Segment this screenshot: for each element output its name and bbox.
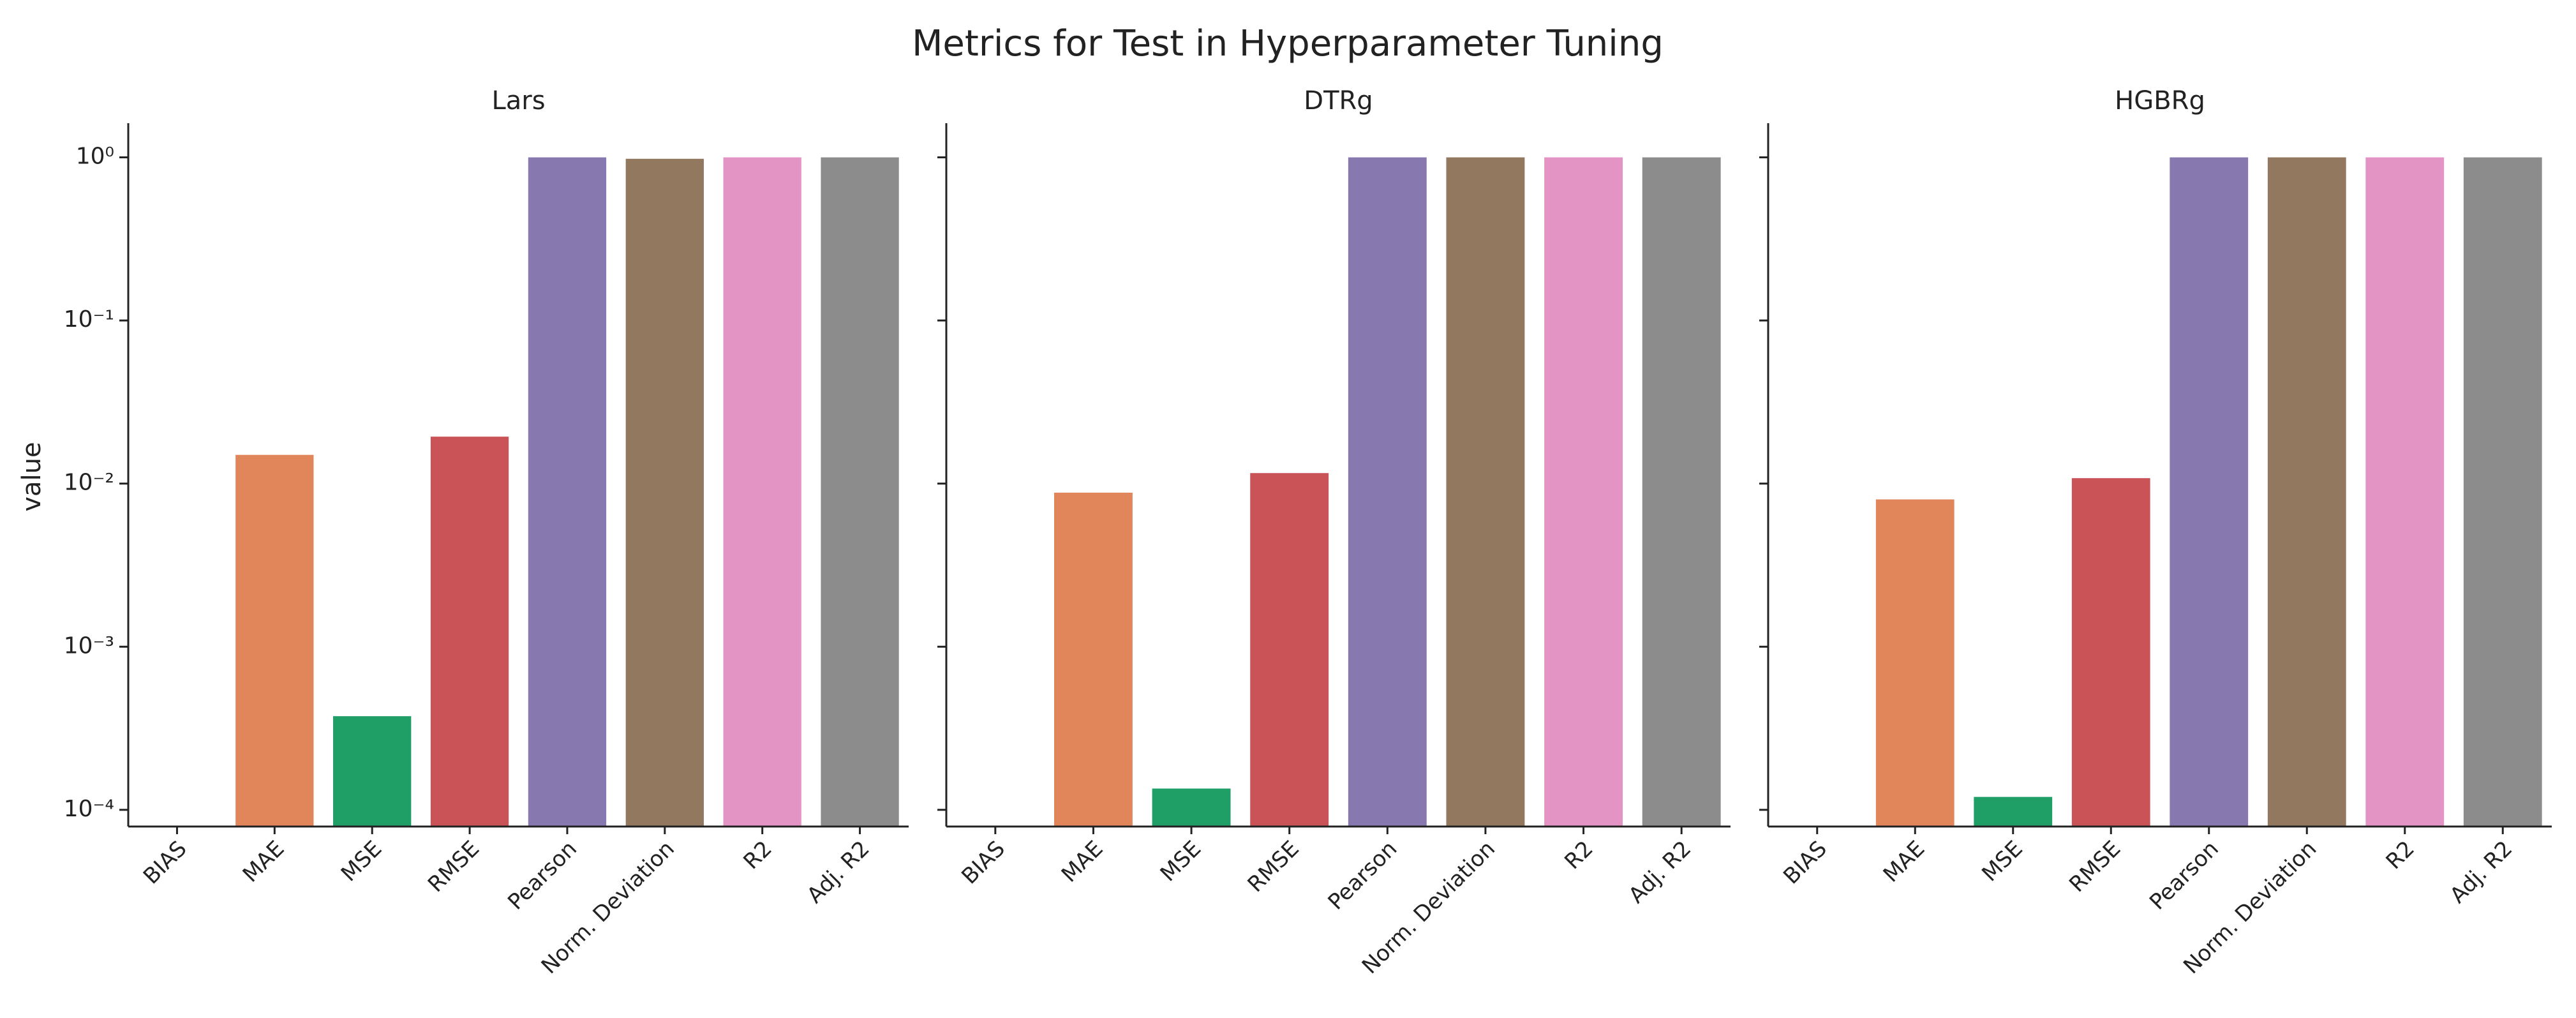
x-tick-label: BIAS: [1778, 836, 1832, 890]
bar: [625, 158, 704, 827]
bar: [528, 157, 607, 827]
bar: [1544, 157, 1623, 827]
bar: [1642, 157, 1721, 827]
bar: [2267, 157, 2346, 827]
bar: [1446, 157, 1525, 827]
y-tick-label: 10⁰: [76, 144, 114, 170]
bar: [1053, 492, 1133, 827]
x-tick-label: R2: [2381, 836, 2420, 874]
bar: [2463, 157, 2542, 827]
x-tick-label: BIAS: [957, 836, 1010, 890]
bar: [333, 716, 412, 827]
y-axis-label: value: [17, 442, 47, 511]
x-tick-label: MAE: [238, 836, 290, 888]
figure-title: Metrics for Test in Hyperparameter Tunin…: [912, 23, 1664, 64]
bar: [1974, 797, 2053, 827]
bar: [235, 454, 314, 827]
bar: [1250, 473, 1329, 827]
y-tick-label: 10⁻³: [64, 633, 114, 659]
bar: [2365, 157, 2445, 827]
bar: [1875, 499, 1954, 827]
bar: [1152, 788, 1231, 827]
bar: [1348, 157, 1427, 827]
bar: [723, 157, 801, 827]
x-tick-label: MAE: [1879, 836, 1930, 888]
x-tick-label: RMSE: [423, 836, 484, 897]
x-tick-label: R2: [738, 836, 777, 874]
x-tick-label: MSE: [1977, 836, 2027, 887]
subplot-title: HGBRg: [2115, 86, 2205, 116]
x-tick-label: Adj. R2: [1624, 836, 1697, 909]
x-tick-label: RMSE: [2064, 836, 2126, 897]
x-tick-label: MSE: [336, 836, 387, 887]
x-tick-label: R2: [1560, 836, 1598, 874]
bar: [821, 157, 899, 827]
bar: [2071, 478, 2150, 827]
x-tick-label: RMSE: [1243, 836, 1304, 897]
subplot-title: DTRg: [1304, 86, 1373, 116]
y-tick-label: 10⁻⁴: [64, 796, 114, 822]
bar: [2170, 157, 2249, 827]
x-tick-label: Pearson: [2145, 836, 2224, 915]
x-tick-label: Adj. R2: [2445, 836, 2518, 909]
x-tick-label: MSE: [1156, 836, 1206, 887]
y-tick-label: 10⁻²: [64, 470, 114, 496]
x-tick-label: BIAS: [138, 836, 192, 890]
x-tick-label: Pearson: [1323, 836, 1403, 915]
bar: [430, 437, 509, 827]
x-tick-label: Adj. R2: [802, 836, 875, 909]
x-tick-label: MAE: [1057, 836, 1108, 888]
y-tick-label: 10⁻¹: [64, 306, 114, 333]
subplot-title: Lars: [491, 86, 545, 116]
x-tick-label: Pearson: [503, 836, 582, 915]
